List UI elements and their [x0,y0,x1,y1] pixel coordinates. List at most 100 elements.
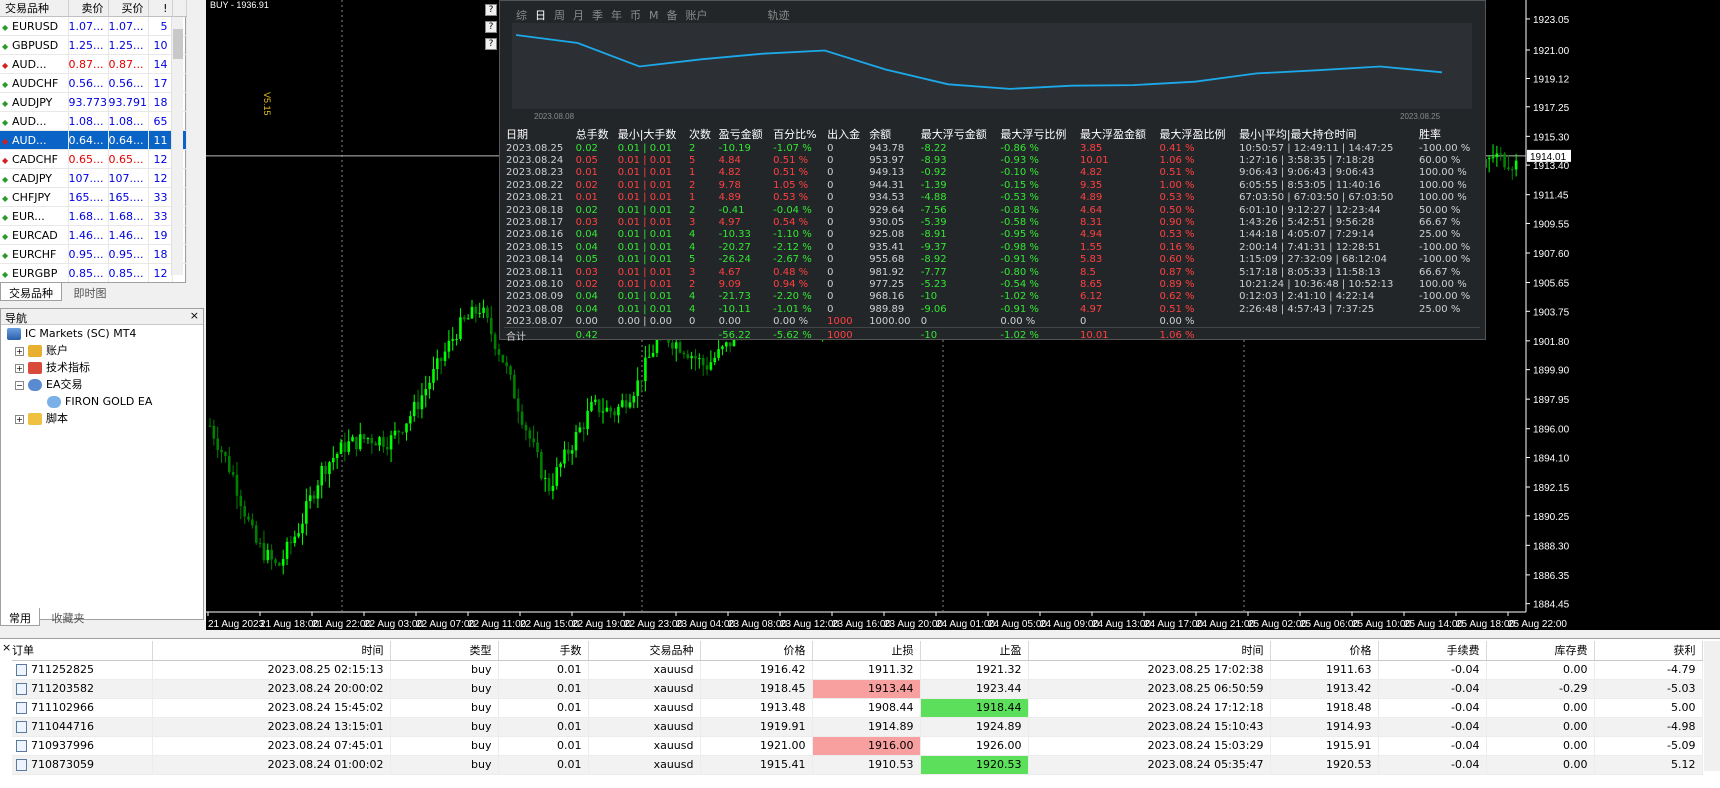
market-watch-row[interactable]: ◆ AUD... 0.87... 0.87... 14 [0,54,187,74]
terminal-col-header[interactable]: 类型 [390,641,499,661]
history-row[interactable]: 710873059 2023.08.24 01:00:02 buy 0.01 xauus… [12,755,1703,775]
ask-cell[interactable]: 0.56... [108,73,149,93]
stats-button-3[interactable]: ? [485,38,497,50]
order-cell[interactable]: 711203582 [12,679,153,699]
market-watch-row[interactable]: ◆ AUDJPY 93.773 93.791 18 [0,92,187,112]
spread-cell[interactable]: 65 [148,111,173,131]
history-row[interactable]: 711102966 2023.08.24 15:45:02 buy 0.01 xauus… [12,698,1703,718]
history-row[interactable]: 710937996 2023.08.24 07:45:01 buy 0.01 xauus… [12,736,1703,756]
terminal-col-header[interactable]: 获利 [1594,641,1703,661]
history-cell[interactable]: 1918.48 [1270,698,1379,718]
order-cell[interactable]: 711044716 [12,717,153,737]
bid-cell[interactable]: 0.87... [68,54,109,74]
ask-cell[interactable]: 1.08... [108,111,149,131]
order-cell[interactable]: 710937996 [12,736,153,756]
history-cell[interactable]: 1921.32 [920,660,1029,680]
bid-cell[interactable]: 0.64... [68,130,109,150]
col-bid[interactable]: 卖价 [68,0,109,17]
history-cell[interactable]: xauusd [588,679,701,699]
symbol-cell[interactable]: ◆ CADJPY [0,168,69,188]
history-cell[interactable]: buy [390,736,499,756]
history-cell[interactable]: 1915.91 [1270,736,1379,756]
nav-item-broker[interactable]: IC Markets (SC) MT4 [1,325,203,342]
spread-cell[interactable]: 17 [148,73,173,93]
history-cell[interactable]: 2023.08.24 13:15:01 [152,717,391,737]
ask-cell[interactable]: 0.95... [108,244,149,264]
history-row[interactable]: 711044716 2023.08.24 13:15:01 buy 0.01 xauus… [12,717,1703,737]
history-cell[interactable]: xauusd [588,717,701,737]
stats-tab[interactable]: 月 [573,9,584,22]
history-cell[interactable]: 1908.44 [812,698,921,718]
col-spread[interactable]: ! [148,0,173,17]
symbol-cell[interactable]: ◆ AUD... [0,130,69,150]
history-cell[interactable]: 2023.08.25 06:50:59 [1028,679,1271,699]
terminal-col-header[interactable]: 止盈 [920,641,1029,661]
symbol-cell[interactable]: ◆ AUDCHF [0,73,69,93]
ask-cell[interactable]: 0.64... [108,130,149,150]
nav-item-scripts[interactable]: + 脚本 [1,410,203,427]
nav-item-expert-advisors[interactable]: − EA交易 [1,376,203,393]
history-cell[interactable]: 1914.89 [812,717,921,737]
history-cell[interactable]: -0.04 [1378,717,1487,737]
market-watch-row[interactable]: ◆ EURGBP 0.85... 0.85... 12 [0,263,187,283]
ask-cell[interactable]: 1.46... [108,225,149,245]
market-watch-row[interactable]: ◆ EURUSD 1.07... 1.07... 5 [0,16,187,36]
order-cell[interactable]: 711102966 [12,698,153,718]
terminal-col-header[interactable]: 手数 [498,641,589,661]
history-cell[interactable]: 1926.00 [920,736,1029,756]
terminal-scrollbar[interactable] [1704,641,1720,771]
history-cell[interactable]: 1916.42 [700,660,813,680]
spread-cell[interactable]: 18 [148,244,173,264]
spread-cell[interactable]: 33 [148,206,173,226]
bid-cell[interactable]: 1.68... [68,206,109,226]
history-cell[interactable]: 5.12 [1594,755,1703,775]
history-cell[interactable]: xauusd [588,736,701,756]
history-cell[interactable]: -0.04 [1378,660,1487,680]
market-watch-row[interactable]: ◆ EURCHF 0.95... 0.95... 18 [0,244,187,264]
history-cell[interactable]: buy [390,755,499,775]
history-cell[interactable]: 5.00 [1594,698,1703,718]
stats-button-1[interactable]: ? [485,4,497,16]
spread-cell[interactable]: 14 [148,54,173,74]
spread-cell[interactable]: 12 [148,168,173,188]
history-cell[interactable]: 2023.08.24 01:00:02 [152,755,391,775]
history-cell[interactable]: 2023.08.24 20:00:02 [152,679,391,699]
history-cell[interactable]: buy [390,679,499,699]
stats-tab[interactable]: M [649,9,659,22]
history-cell[interactable]: 1911.32 [812,660,921,680]
history-cell[interactable]: 0.01 [498,679,589,699]
history-cell[interactable]: 1910.53 [812,755,921,775]
nav-item-accounts[interactable]: + 账户 [1,342,203,359]
price-chart[interactable]: 1923.05 1921.00 1919.12 1917.25 1915.30 1913.… [206,0,1720,630]
stats-tab[interactable]: 综 [516,9,527,22]
history-cell[interactable]: 2023.08.24 15:45:02 [152,698,391,718]
history-cell[interactable]: 0.00 [1486,717,1595,737]
market-watch-row[interactable]: ◆ EURCAD 1.46... 1.46... 19 [0,225,187,245]
nav-item-indicators[interactable]: + 技术指标 [1,359,203,376]
market-watch-row[interactable]: ◆ GBPUSD 1.25... 1.25... 10 [0,35,187,55]
ask-cell[interactable]: 1.25... [108,35,149,55]
bid-cell[interactable]: 165.... [68,187,109,207]
history-cell[interactable]: 1920.53 [1270,755,1379,775]
expand-icon[interactable]: + [15,415,24,424]
history-cell[interactable]: 1918.44 [920,698,1029,718]
ask-cell[interactable]: 0.85... [108,263,149,283]
collapse-icon[interactable]: − [15,381,24,390]
ask-cell[interactable]: 93.791 [108,92,149,112]
symbol-cell[interactable]: ◆ CHFJPY [0,187,69,207]
history-cell[interactable]: xauusd [588,698,701,718]
symbol-cell[interactable]: ◆ EUR... [0,206,69,226]
stats-tab[interactable]: 年 [611,9,622,22]
history-cell[interactable]: -0.04 [1378,698,1487,718]
history-cell[interactable]: 0.00 [1486,755,1595,775]
terminal-col-header[interactable]: 交易品种 [588,641,701,661]
history-cell[interactable]: 0.01 [498,698,589,718]
bid-cell[interactable]: 107.... [68,168,109,188]
history-cell[interactable]: 0.00 [1486,698,1595,718]
col-ask[interactable]: 买价 [108,0,149,17]
history-cell[interactable]: 1914.93 [1270,717,1379,737]
symbol-cell[interactable]: ◆ GBPUSD [0,35,69,55]
bid-cell[interactable]: 0.65... [68,149,109,169]
history-cell[interactable]: 1911.63 [1270,660,1379,680]
tab-common[interactable]: 常用 [0,608,40,626]
